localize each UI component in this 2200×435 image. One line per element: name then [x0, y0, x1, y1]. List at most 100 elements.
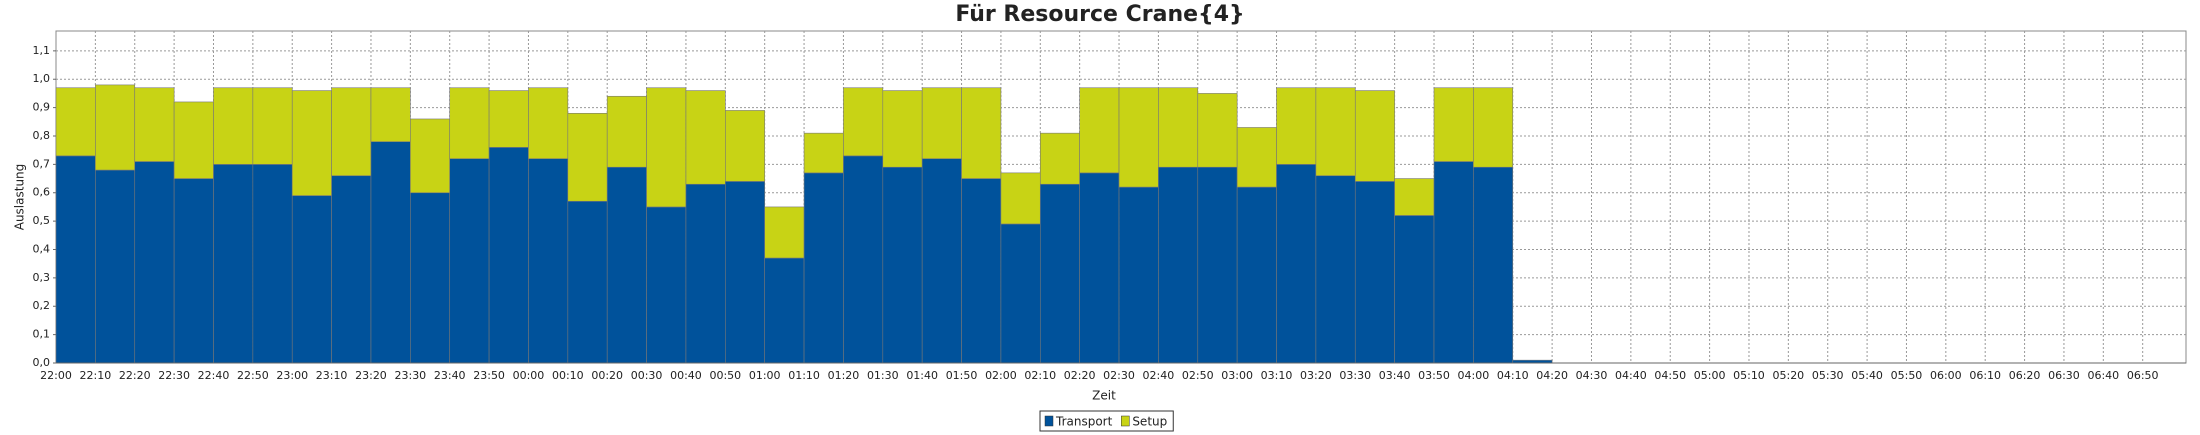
bar-segment — [646, 206, 687, 364]
x-tick-label: 01:50 — [946, 369, 978, 382]
x-tick-label: 05:10 — [1733, 369, 1765, 382]
x-tick-label: 01:20 — [828, 369, 860, 382]
y-tick-label: 0,2 — [33, 299, 51, 312]
y-tick-label: 0,5 — [33, 214, 51, 227]
bar-segment — [1473, 87, 1514, 168]
x-tick-label: 06:10 — [1969, 369, 2001, 382]
y-axis-label: Auslastung — [13, 164, 27, 231]
y-tick-label: 0,1 — [33, 328, 51, 341]
bar-segment — [291, 90, 332, 196]
bar-segment — [488, 147, 529, 364]
x-tick-label: 03:50 — [1418, 369, 1450, 382]
x-tick-label: 02:40 — [1143, 369, 1175, 382]
x-tick-label: 03:30 — [1339, 369, 1371, 382]
bar-segment — [961, 87, 1002, 179]
bar-segment — [134, 161, 175, 364]
bar-segment — [370, 141, 411, 364]
bar-segment — [764, 257, 805, 364]
x-tick-label: 02:00 — [985, 369, 1017, 382]
y-tick-label: 1,1 — [33, 44, 51, 57]
x-tick-label: 01:30 — [867, 369, 899, 382]
bar-segment — [1197, 166, 1238, 364]
x-tick-label: 04:20 — [1536, 369, 1568, 382]
bar-segment — [95, 84, 136, 171]
x-tick-label: 06:00 — [1930, 369, 1962, 382]
bar-segment — [646, 87, 687, 208]
legend-swatch — [1044, 415, 1054, 427]
bar-segment — [606, 95, 647, 168]
bar-segment — [173, 101, 214, 179]
y-tick-label: 0,4 — [33, 242, 51, 255]
bar-segment — [449, 87, 490, 159]
bar-segment — [764, 206, 805, 259]
bar-segment — [1354, 90, 1395, 182]
bar-segment — [685, 90, 726, 185]
bar-segment — [252, 164, 293, 364]
bar-segment — [252, 87, 293, 165]
bar-segment — [528, 158, 569, 364]
bar-segment — [882, 90, 923, 168]
y-tick-label: 1,0 — [33, 72, 51, 85]
x-tick-label: 05:50 — [1891, 369, 1923, 382]
y-tick-label: 0,0 — [33, 356, 51, 369]
x-tick-label: 01:10 — [788, 369, 820, 382]
x-tick-label: 03:10 — [1261, 369, 1293, 382]
bar-segment — [567, 200, 608, 364]
bar-segment — [1000, 223, 1041, 364]
x-tick-label: 23:00 — [276, 369, 308, 382]
x-tick-label: 01:40 — [906, 369, 938, 382]
bar-segment — [843, 155, 884, 364]
bar-segment — [1394, 215, 1435, 364]
x-tick-label: 05:40 — [1851, 369, 1883, 382]
x-tick-label: 00:20 — [591, 369, 623, 382]
bar-segment — [606, 166, 647, 364]
y-tick-label: 0,7 — [33, 157, 51, 170]
x-tick-label: 04:00 — [1458, 369, 1490, 382]
x-tick-label: 22:40 — [198, 369, 230, 382]
bar-segment — [291, 195, 332, 364]
bar-segment — [1394, 178, 1435, 216]
bar-segment — [1118, 87, 1159, 188]
bar-segment — [55, 87, 96, 157]
x-tick-label: 06:30 — [2048, 369, 2080, 382]
x-tick-label: 02:30 — [1103, 369, 1135, 382]
x-tick-label: 00:50 — [709, 369, 741, 382]
x-tick-label: 22:00 — [40, 369, 72, 382]
legend-label: Setup — [1132, 415, 1167, 429]
bar-segment — [1197, 93, 1238, 168]
x-tick-label: 23:40 — [434, 369, 466, 382]
bar-segment — [134, 87, 175, 162]
bar-segment — [1354, 181, 1395, 364]
bar-segment — [921, 87, 962, 159]
bar-segment — [1079, 172, 1120, 364]
x-tick-label: 22:10 — [80, 369, 112, 382]
bar-segment — [1433, 87, 1474, 162]
x-tick-label: 00:00 — [513, 369, 545, 382]
bar-segment — [173, 178, 214, 364]
bar-segment — [213, 164, 254, 364]
bar-segment — [1473, 166, 1514, 364]
bar-segment — [1000, 172, 1041, 225]
x-tick-label: 22:20 — [119, 369, 151, 382]
bar-segment — [1118, 186, 1159, 364]
x-tick-label: 04:40 — [1615, 369, 1647, 382]
bar-segment — [370, 87, 411, 142]
x-tick-label: 05:20 — [1772, 369, 1804, 382]
bar-segment — [1433, 161, 1474, 364]
x-tick-label: 06:20 — [2009, 369, 2041, 382]
x-tick-label: 22:50 — [237, 369, 269, 382]
bar-segment — [567, 112, 608, 202]
bar-segment — [1236, 127, 1277, 188]
bar-segment — [213, 87, 254, 165]
bar-segment — [55, 155, 96, 364]
x-tick-label: 02:20 — [1064, 369, 1096, 382]
bar-segment — [331, 175, 372, 364]
y-tick-label: 0,9 — [33, 101, 51, 114]
y-tick-label: 0,3 — [33, 271, 51, 284]
bar-segment — [1039, 183, 1080, 364]
x-tick-label: 03:40 — [1379, 369, 1411, 382]
bar-segment — [1079, 87, 1120, 174]
x-tick-label: 06:50 — [2127, 369, 2159, 382]
y-tick-label: 0,8 — [33, 129, 51, 142]
